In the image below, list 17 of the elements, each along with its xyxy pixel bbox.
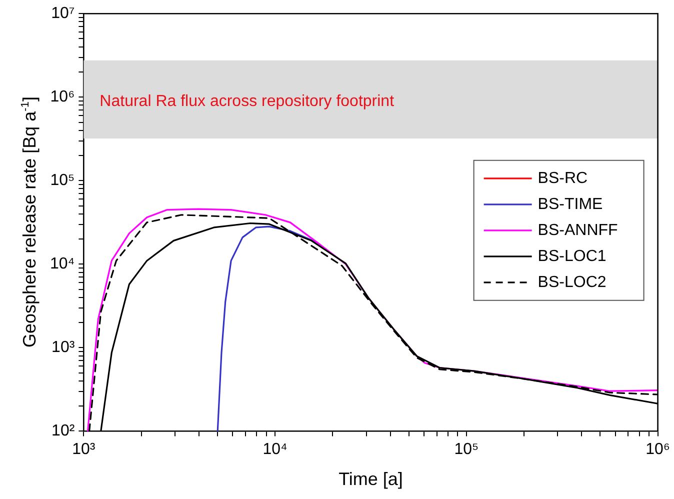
x-axis-title: Time [a] [338,469,403,490]
x-tick-label: 10⁵ [454,441,479,458]
x-tick-label: 10³ [72,441,96,458]
legend-label: BS-LOC2 [538,274,606,291]
band-label: Natural Ra flux across repository footprint [100,92,395,110]
x-tick-label: 10⁴ [262,441,288,458]
legend-label: BS-LOC1 [538,248,606,265]
y-tick-label: 10² [52,422,76,440]
y-tick-label: 10⁴ [50,256,75,273]
legend-label: BS-ANNFF [538,222,618,239]
legend-label: BS-TIME [538,196,603,213]
legend-label: BS-RC [538,170,588,187]
y-tick-label: 10⁵ [50,172,75,190]
y-tick-label: 10⁷ [51,5,75,22]
y-tick-label: 10³ [52,339,76,356]
y-tick-label: 10⁶ [50,88,75,106]
x-tick-label: 10⁶ [646,441,670,458]
